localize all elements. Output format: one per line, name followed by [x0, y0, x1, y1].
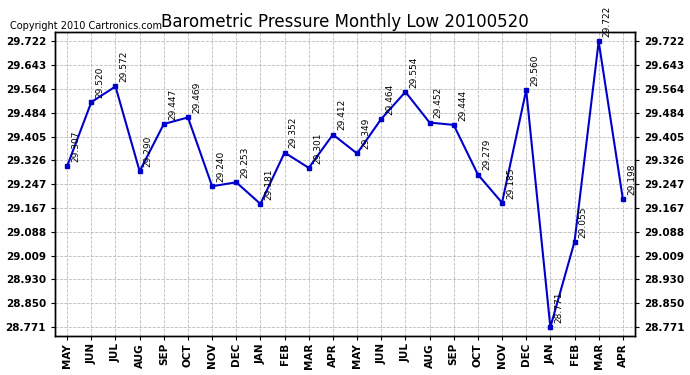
Text: 29.301: 29.301: [313, 132, 322, 164]
Text: 29.240: 29.240: [216, 151, 226, 182]
Text: 29.520: 29.520: [95, 66, 104, 98]
Text: 29.253: 29.253: [240, 147, 250, 178]
Text: 29.469: 29.469: [192, 82, 201, 113]
Text: 29.464: 29.464: [386, 84, 395, 115]
Text: 29.452: 29.452: [434, 87, 443, 118]
Text: 29.279: 29.279: [482, 139, 491, 170]
Text: 29.349: 29.349: [362, 118, 371, 149]
Text: Copyright 2010 Cartronics.com: Copyright 2010 Cartronics.com: [10, 21, 162, 31]
Text: 29.198: 29.198: [627, 163, 636, 195]
Text: 29.722: 29.722: [603, 6, 612, 37]
Text: 29.055: 29.055: [579, 206, 588, 238]
Text: 29.444: 29.444: [458, 90, 467, 121]
Text: 29.447: 29.447: [168, 88, 177, 120]
Text: 29.554: 29.554: [410, 56, 419, 88]
Text: 29.307: 29.307: [71, 130, 80, 162]
Title: Barometric Pressure Monthly Low 20100520: Barometric Pressure Monthly Low 20100520: [161, 13, 529, 31]
Text: 29.352: 29.352: [289, 117, 298, 148]
Text: 28.771: 28.771: [555, 291, 564, 323]
Text: 29.181: 29.181: [264, 168, 274, 200]
Text: 29.412: 29.412: [337, 99, 346, 130]
Text: 29.560: 29.560: [531, 54, 540, 86]
Text: 29.572: 29.572: [119, 51, 128, 82]
Text: 29.185: 29.185: [506, 167, 515, 199]
Text: 29.290: 29.290: [144, 136, 152, 167]
